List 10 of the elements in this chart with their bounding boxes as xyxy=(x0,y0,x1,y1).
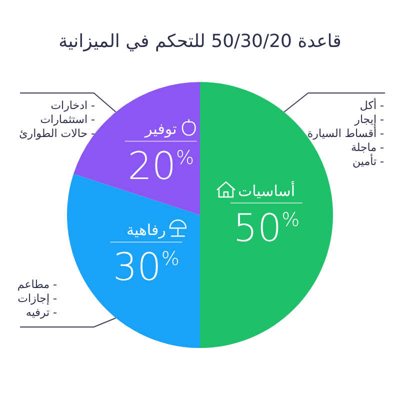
slice-label: توفير xyxy=(144,120,177,138)
text: - أكل - إيجار - أقساط السيارة - ماجلة - تأمين xyxy=(307,98,384,168)
data-label: 50% xyxy=(233,206,300,250)
slice-label: أساسيات xyxy=(238,181,296,200)
chart-title: قاعدة 50/30/20 للتحكم في الميزانية xyxy=(58,31,342,52)
text: - ادخارات - استثمارات - حالات الطوارئ xyxy=(19,99,96,140)
data-label: 20% xyxy=(128,144,194,188)
text: - مطاعم - إجازات - ترفيه xyxy=(17,278,58,319)
data-label: 30% xyxy=(112,245,180,290)
slice-label: رفاهية xyxy=(126,221,166,240)
